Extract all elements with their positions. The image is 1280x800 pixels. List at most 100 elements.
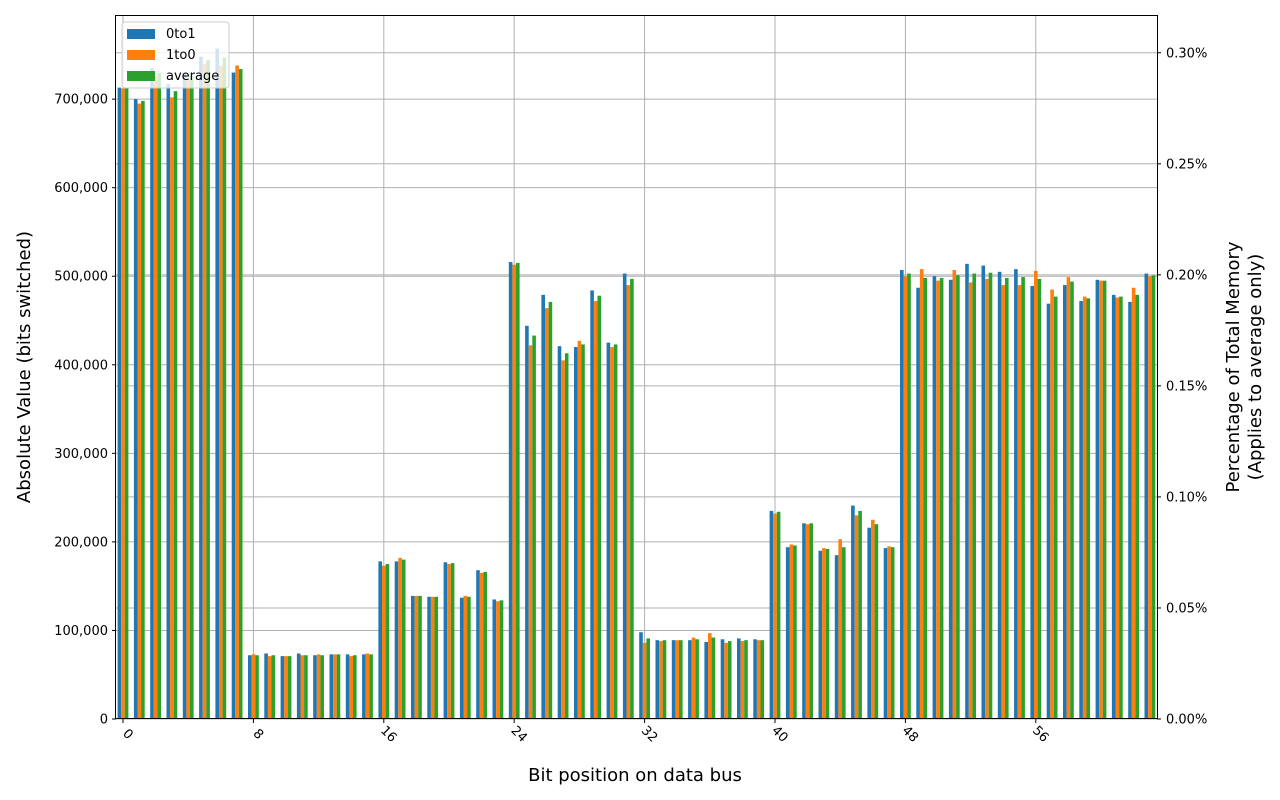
bar-0to1-30 — [606, 342, 611, 719]
bar-0to1-19 — [427, 596, 431, 719]
bar-0to1-61 — [1111, 294, 1116, 719]
bar-1to0-24 — [512, 264, 516, 719]
bar-1to0-40 — [773, 513, 777, 719]
bar-average-56 — [1037, 278, 1042, 719]
legend-swatch-average — [127, 71, 155, 81]
bars — [117, 48, 1156, 720]
bar-1to0-13 — [333, 654, 337, 719]
bar-0to1-31 — [622, 273, 627, 719]
bar-0to1-0 — [117, 87, 122, 720]
y2-tick-label: 0.10% — [1166, 490, 1207, 505]
bar-1to0-32 — [642, 642, 647, 719]
x-tick-label: 8 — [250, 726, 266, 742]
bar-0to1-33 — [655, 640, 660, 719]
bar-average-37 — [727, 641, 732, 719]
bar-0to1-41 — [785, 547, 790, 719]
bar-average-6 — [222, 57, 227, 719]
y-tick-label: 200,000 — [54, 535, 108, 550]
x-tick-label: 0 — [119, 726, 135, 742]
y2-tick-label: 0.15% — [1166, 379, 1207, 394]
bar-0to1-38 — [737, 638, 741, 719]
bar-average-59 — [1086, 298, 1091, 719]
bar-average-26 — [548, 301, 553, 719]
bar-average-33 — [662, 640, 667, 719]
bar-0to1-45 — [851, 505, 855, 719]
bar-0to1-4 — [182, 72, 187, 719]
bar-average-51 — [956, 275, 960, 719]
bar-0to1-17 — [394, 561, 399, 719]
bar-1to0-16 — [382, 565, 386, 719]
y-axis-ticks: 0 100,000 200,000 300,000 400,000 500,000 600,… — [54, 93, 116, 728]
bar-average-4 — [190, 76, 194, 720]
bar-average-19 — [434, 596, 439, 719]
y2-axis-label-line1: Percentage of Total Memory — [1223, 241, 1244, 492]
bar-average-45 — [858, 510, 862, 719]
bar-average-38 — [744, 640, 748, 719]
bar-1to0-63 — [1148, 276, 1152, 719]
bar-0to1-18 — [411, 595, 415, 719]
bar-0to1-50 — [932, 276, 937, 719]
bar-1to0-25 — [528, 345, 533, 719]
y2-tick-label: 0.20% — [1166, 268, 1207, 283]
bar-0to1-40 — [769, 510, 774, 719]
legend: 0to1 1to0 average — [121, 21, 230, 89]
bar-average-61 — [1119, 296, 1123, 719]
bar-1to0-9 — [267, 656, 272, 719]
bar-average-42 — [809, 523, 813, 719]
bar-0to1-8 — [248, 655, 252, 719]
bar-average-52 — [972, 273, 976, 719]
bar-average-17 — [401, 559, 406, 719]
bar-average-24 — [516, 262, 520, 719]
bar-1to0-4 — [186, 79, 190, 719]
bar-1to0-62 — [1131, 287, 1136, 719]
bar-average-10 — [287, 656, 292, 719]
bar-0to1-11 — [296, 653, 301, 719]
bar-average-7 — [238, 69, 243, 720]
bar-1to0-6 — [219, 65, 223, 720]
bar-0to1-54 — [997, 271, 1002, 719]
bar-average-36 — [711, 637, 716, 719]
bar-average-62 — [1135, 294, 1139, 719]
x-tick-label: 24 — [508, 723, 530, 745]
bar-1to0-35 — [691, 637, 696, 719]
x-tick-label: 32 — [638, 723, 660, 745]
bar-average-25 — [532, 335, 536, 719]
bar-0to1-25 — [525, 325, 529, 719]
bar-0to1-14 — [345, 654, 350, 719]
bar-0to1-1 — [133, 99, 138, 719]
bar-1to0-14 — [349, 656, 353, 719]
x-tick-label: 16 — [377, 723, 399, 745]
bar-average-35 — [695, 639, 699, 719]
bar-0to1-10 — [280, 656, 285, 719]
y-tick-label: 0 — [100, 713, 108, 728]
bar-1to0-29 — [593, 301, 598, 719]
x-axis-ticks: 0 8 16 24 32 40 48 56 — [119, 719, 1051, 746]
legend-label-0to1: 0to1 — [166, 27, 196, 42]
y2-axis-label-line2: (Applies to average only) — [1245, 254, 1266, 481]
bar-1to0-12 — [316, 654, 321, 719]
bar-0to1-62 — [1128, 301, 1132, 719]
bar-1to0-2 — [153, 76, 158, 720]
bar-average-22 — [483, 572, 487, 719]
bar-1to0-11 — [300, 655, 305, 719]
y-tick-label: 400,000 — [54, 358, 108, 373]
bar-1to0-0 — [121, 88, 125, 719]
bar-0to1-63 — [1144, 273, 1149, 719]
bar-average-23 — [499, 600, 504, 719]
plot-frame — [115, 15, 1158, 719]
y2-axis-ticks: 0.00% 0.05% 0.10% 0.15% 0.20% 0.25% 0.30% — [1157, 46, 1207, 728]
bar-1to0-42 — [805, 524, 810, 719]
bar-average-13 — [336, 654, 341, 719]
bar-1to0-46 — [871, 519, 875, 719]
bar-1to0-10 — [284, 656, 288, 719]
y-tick-label: 300,000 — [54, 447, 108, 462]
bar-average-12 — [320, 655, 324, 719]
bar-0to1-51 — [948, 279, 953, 719]
bar-1to0-20 — [447, 564, 451, 719]
bar-0to1-16 — [378, 561, 382, 719]
bar-1to0-45 — [854, 515, 859, 719]
bar-1to0-47 — [887, 546, 891, 719]
bar-0to1-59 — [1079, 301, 1083, 719]
y2-tick-label: 0.30% — [1166, 46, 1207, 61]
x-tick-label: 56 — [1029, 723, 1051, 745]
